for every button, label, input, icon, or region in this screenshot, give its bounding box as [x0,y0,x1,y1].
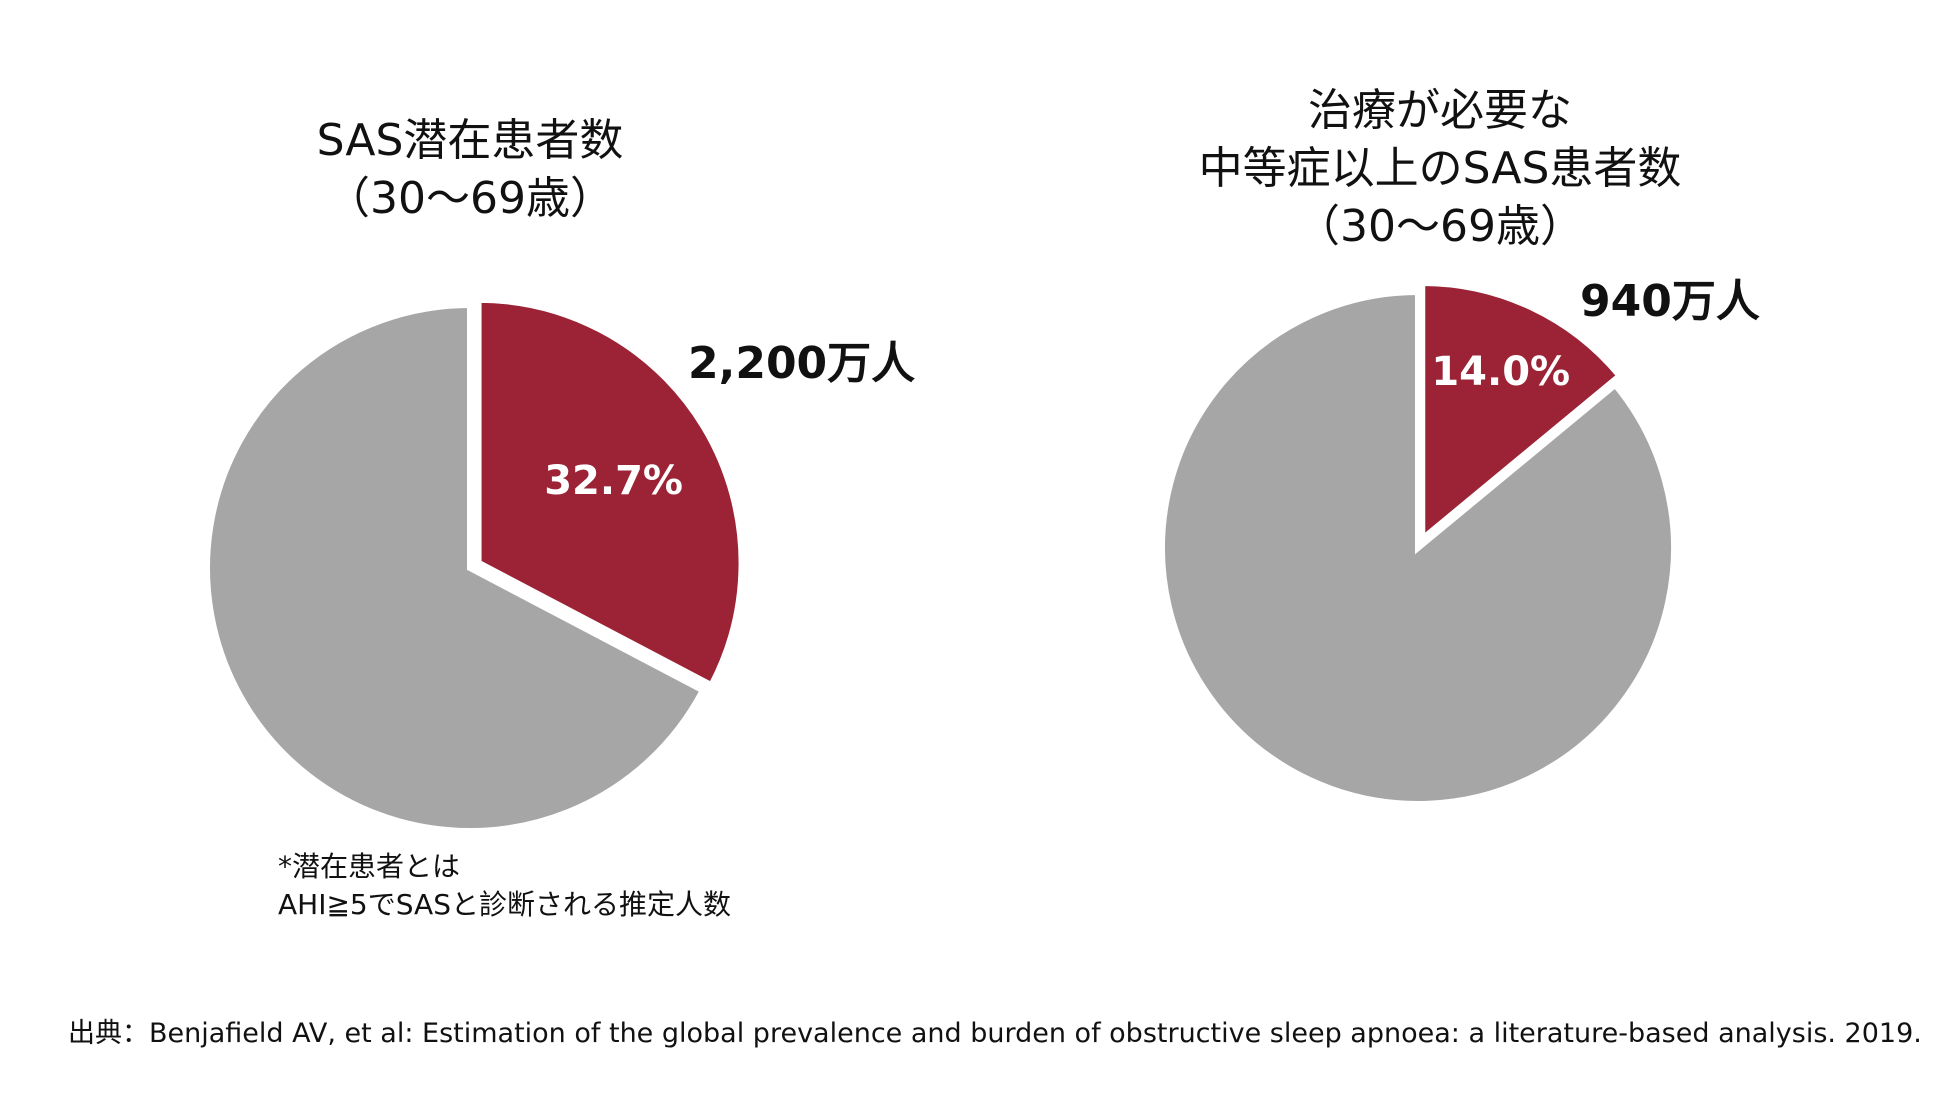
left-chart-title-line-2: （30～69歳） [326,173,614,224]
right-chart-title-line-1: 治療が必要な [1308,85,1572,136]
right-pie-slice-0 [1419,279,1624,546]
right-pie-annotation: 940万人 [1580,276,1760,327]
left-pie-note: *潜在患者とは AHI≧5でSASと診断される推定人数 [278,848,731,924]
left-pie-slice-1 [204,301,707,834]
left-chart-title: SAS潜在患者数 （30～69歳） [220,112,720,228]
right-chart-title-line-2: 中等症以上のSAS患者数 [1198,143,1682,194]
left-pie-annotation: 2,200万人 [688,338,915,389]
source-citation: 出典：Benjafield AV, et al: Estimation of t… [68,1018,1922,1049]
left-pie-slice-label-0: 32.7% [544,458,683,504]
right-pie-chart: 14.0% [1159,279,1677,807]
right-chart-title: 治療が必要な 中等症以上のSAS患者数 （30～69歳） [1120,82,1760,256]
left-pie-chart: 32.7% [204,296,745,834]
right-chart-title-line-3: （30～69歳） [1296,201,1584,252]
right-pie-slice-label-0: 14.0% [1431,349,1570,395]
left-chart-title-line-1: SAS潜在患者数 [316,115,624,166]
right-pie-slice-1 [1159,288,1677,807]
left-pie-slice-0 [475,296,745,690]
left-pie-note-line-1: *潜在患者とは [278,850,461,883]
left-pie-note-line-2: AHI≧5でSASと診断される推定人数 [278,888,731,921]
